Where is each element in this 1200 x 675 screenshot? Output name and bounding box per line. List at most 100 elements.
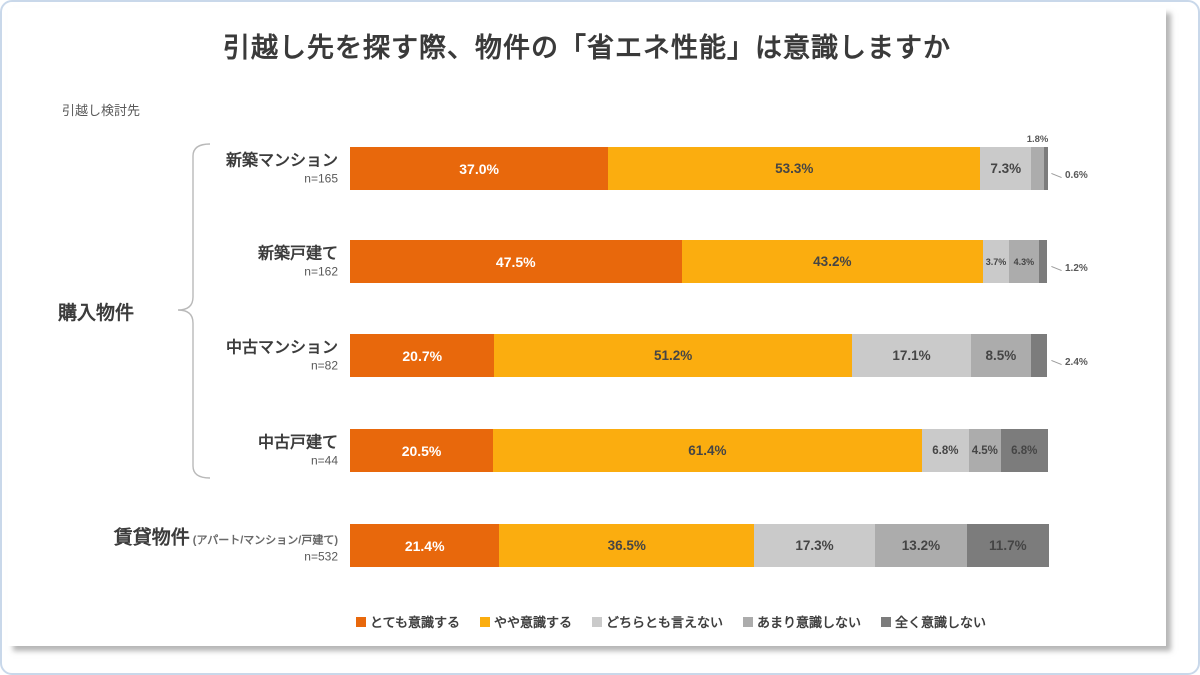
segment-value: 3.7% [985,256,1007,267]
segment-value-callout: 2.4% [1051,357,1088,368]
stacked-bar: 20.5% 61.4% 6.8% 4.5% 6.8% [350,429,1048,472]
chart-row: 賃貸物件 (アパート/マンション/戸建て) n=532 21.4% 36.5% 17.3… [8,524,1166,567]
legend-label: どちらとも言えない [605,615,723,630]
bar-segment-not_much: 13.2% [874,524,967,567]
bar-segment-somewhat: 36.5% [499,524,755,567]
segment-value: 0.6% [1065,170,1088,181]
segment-value: 47.5% [495,253,536,270]
segment-value-callout: 0.6% [1051,170,1088,181]
row-label: 中古マンション n=82 [8,338,338,373]
segment-value: 1.2% [1065,263,1088,274]
bar-segment-somewhat: 61.4% [493,429,922,472]
chart-rows: 新築マンション n=165 37.0% 53.3% 7.3% 1.8% 0.6% 新築戸建て n… [8,8,1166,646]
segment-value-callout: 1.2% [1051,263,1088,274]
row-name: 新築マンション [8,151,338,171]
bar-segment-not_at_all [1043,147,1048,190]
row-name-suffix: (アパート/マンション/戸建て) [189,534,338,547]
bar-segment-neither: 7.3% [980,147,1032,190]
bar-segment-neither: 6.8% [921,429,970,472]
row-sample-size: n=44 [310,453,338,467]
segment-value: 6.8% [1011,444,1038,457]
legend-label: 全く意識しない [895,615,987,630]
callout-connector-line [1051,359,1062,366]
bar-segment-very: 37.0% [350,147,609,190]
segment-value: 20.7% [402,347,443,364]
legend-item-somewhat: やや意識する [479,612,572,631]
row-name: 賃貸物件 (アパート/マンション/戸建て) [8,526,338,550]
legend: とても意識する やや意識する どちらとも言えない あまり意識しない 全く意識しな… [356,612,986,631]
row-name-text: 新築戸建て [257,245,338,262]
legend-swatch-somewhat [479,616,490,627]
row-label: 賃貸物件 (アパート/マンション/戸建て) n=532 [8,526,338,565]
bar-segment-somewhat: 53.3% [608,147,981,190]
segment-value: 36.5% [607,538,646,553]
segment-value: 17.1% [892,348,931,363]
chart-row: 新築マンション n=165 37.0% 53.3% 7.3% 1.8% 0.6% [8,134,1166,190]
segment-value: 61.4% [688,443,727,458]
legend-item-very: とても意識する [356,612,460,631]
bar-segment-not_much: 8.5% [971,334,1031,377]
bar-segment-not_much: 4.5% [969,429,1001,472]
legend-item-not-much: あまり意識しない [743,612,861,631]
legend-swatch-not-at-all [881,616,892,627]
legend-item-not-at-all: 全く意識しない [881,612,986,631]
bar-segment-somewhat: 51.2% [494,334,852,377]
segment-value: 8.5% [985,348,1017,363]
bar-segment-not_at_all: 6.8% [1000,429,1048,472]
row-label: 新築マンション n=165 [8,151,338,186]
stacked-bar: 21.4% 36.5% 17.3% 13.2% 11.7% [350,524,1049,567]
legend-label: とても意識する [370,615,460,630]
bar-segment-very: 20.7% [350,334,495,377]
row-name-text: 新築マンション [225,152,338,169]
row-name: 新築戸建て [8,244,338,264]
bar-segment-not_much [1031,147,1044,190]
segment-value: 43.2% [813,254,852,269]
segment-value-above: 1.8% [1026,134,1049,145]
row-sample-size: n=82 [310,358,338,372]
bar-segment-neither: 3.7% [983,240,1009,283]
bar-segment-very: 20.5% [350,429,494,472]
bar-segment-not_at_all [1038,240,1048,283]
stacked-bar: 37.0% 53.3% 7.3% 1.8% 0.6% [350,134,1088,190]
callout-connector-line [1051,265,1062,272]
bar-segment-not_at_all: 11.7% [967,524,1049,567]
chart-card: 引越し先を探す際、物件の「省エネ性能」は意識しますか 引越し検討先 購入物件 新… [8,8,1166,646]
row-label: 中古戸建て n=44 [8,433,338,468]
segment-value: 13.2% [901,538,941,553]
callout-connector-line [1051,172,1062,179]
segment-value: 4.3% [1013,256,1035,267]
purchase-group-bracket [177,143,211,479]
bar-segment-somewhat: 43.2% [681,240,984,283]
segment-value: 11.7% [989,538,1027,553]
legend-swatch-very [356,616,366,627]
segment-value: 37.0% [459,160,499,177]
bar-segment-neither: 17.1% [851,334,972,377]
segment-value: 53.3% [775,161,814,176]
chart-title: 引越し先を探す際、物件の「省エネ性能」は意識しますか [223,33,951,63]
row-name: 中古戸建て [8,433,338,453]
bar-segment-very: 47.5% [350,240,682,283]
bar-segment-not_much: 4.3% [1008,240,1039,283]
legend-swatch-not-much [743,616,753,627]
segment-value: 20.5% [401,442,442,459]
chart-row: 中古戸建て n=44 20.5% 61.4% 6.8% 4.5% 6.8% [8,429,1166,472]
chart-row: 新築戸建て n=162 47.5% 43.2% 3.7% 4.3% 1.2% [8,240,1166,283]
purchase-group-label: 購入物件 [58,303,135,324]
row-sample-size: n=165 [304,171,338,185]
row-sample-size: n=532 [304,549,338,564]
row-name: 中古マンション [8,338,338,358]
legend-label: やや意識する [493,615,572,630]
segment-value: 2.4% [1065,357,1088,368]
segment-value: 17.3% [795,538,834,553]
segment-value: 6.8% [932,444,959,457]
chart-row: 中古マンション n=82 20.7% 51.2% 17.1% 8.5% 2.4% [8,334,1166,377]
row-name-text: 賃貸物件 [113,527,190,549]
legend-swatch-neither [591,616,602,627]
row-sample-size: n=162 [304,264,338,278]
axis-note: 引越し検討先 [62,103,141,118]
segment-value: 4.5% [971,444,998,457]
legend-item-neither: どちらとも言えない [591,612,723,631]
segment-value: 7.3% [990,161,1022,176]
bar-segment-not_at_all [1030,334,1048,377]
row-name-text: 中古戸建て [257,434,338,451]
